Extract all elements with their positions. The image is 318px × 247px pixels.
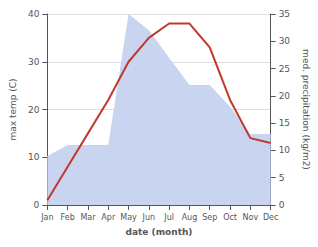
svg-text:25: 25 <box>279 64 290 74</box>
svg-text:20: 20 <box>279 91 291 101</box>
svg-text:Jan: Jan <box>40 213 53 222</box>
svg-text:0: 0 <box>279 200 285 210</box>
svg-text:Aug: Aug <box>182 213 198 222</box>
svg-text:15: 15 <box>279 118 290 128</box>
svg-text:0: 0 <box>34 200 40 210</box>
svg-text:Nov: Nov <box>243 213 259 222</box>
svg-text:30: 30 <box>28 57 40 67</box>
svg-text:date (month): date (month) <box>126 227 193 237</box>
svg-text:Dec: Dec <box>263 213 278 222</box>
svg-text:Apr: Apr <box>101 213 116 222</box>
svg-text:30: 30 <box>279 36 291 46</box>
svg-text:Jun: Jun <box>142 213 156 222</box>
svg-text:Jul: Jul <box>163 213 174 222</box>
svg-text:5: 5 <box>279 173 285 183</box>
svg-text:max temp (C): max temp (C) <box>8 78 18 140</box>
svg-text:35: 35 <box>279 9 290 19</box>
svg-text:Mar: Mar <box>80 213 96 222</box>
svg-text:Sep: Sep <box>202 213 217 222</box>
svg-text:Oct: Oct <box>223 213 237 222</box>
svg-text:Feb: Feb <box>61 213 75 222</box>
svg-text:May: May <box>120 213 137 222</box>
svg-text:10: 10 <box>279 145 291 155</box>
svg-text:med. precipitation (kg/m2): med. precipitation (kg/m2) <box>301 49 311 170</box>
svg-text:20: 20 <box>28 105 40 115</box>
svg-text:40: 40 <box>28 9 40 19</box>
svg-text:10: 10 <box>28 152 40 162</box>
